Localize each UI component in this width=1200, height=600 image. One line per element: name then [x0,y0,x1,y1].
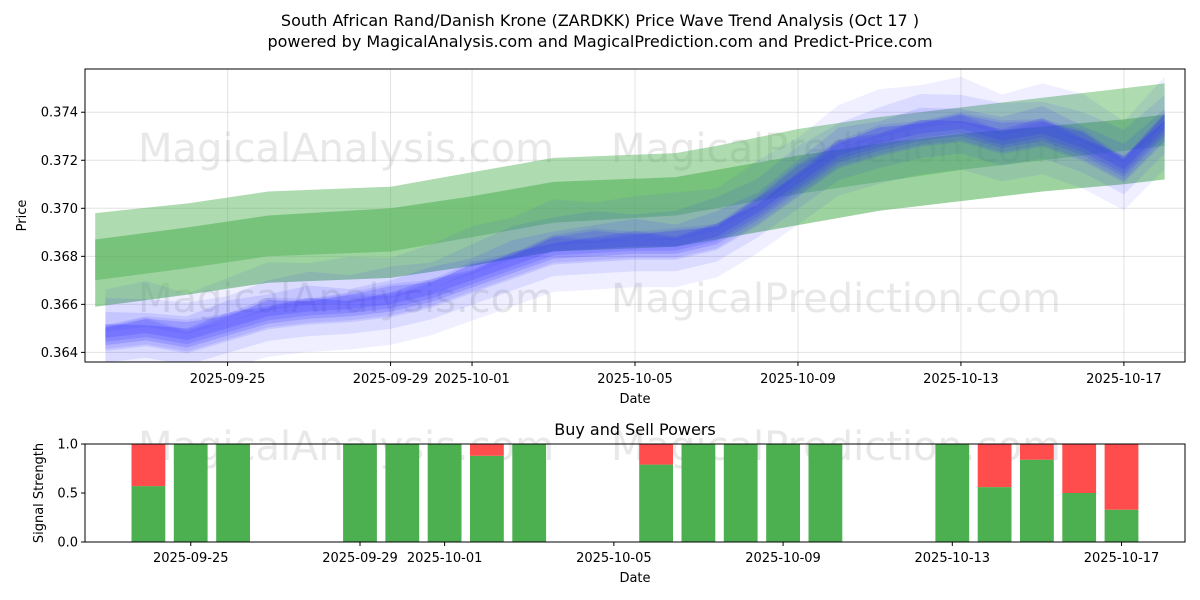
power-y-tick-label: 0.0 [57,536,78,551]
sell-bar [1020,444,1054,460]
wave-band [105,112,1165,352]
wave-band [105,118,1165,348]
y-tick-label: 0.370 [41,202,78,217]
buy-bar [1020,459,1054,542]
power-y-axis-label: Signal Strength [32,443,47,543]
sell-bar [470,444,504,456]
wave-band [105,120,1165,362]
y-tick-label: 0.364 [41,346,78,361]
buy-bar [766,444,800,542]
chart-title-line2: powered by MagicalAnalysis.com and Magic… [267,32,932,51]
x-tick-label: 2025-10-09 [760,372,836,387]
buy-bar [512,444,547,542]
power-x-tick-label: 2025-10-09 [745,551,821,566]
x-tick-label: 2025-09-25 [190,372,266,387]
wave-band [105,115,1165,354]
x-tick-label: 2025-09-29 [353,372,429,387]
x-tick-label: 2025-10-05 [597,372,673,387]
sell-bar [1062,444,1097,493]
buy-bar [470,455,504,542]
power-x-tick-label: 2025-09-29 [322,551,398,566]
buy-bar [723,444,758,542]
x-tick-label: 2025-10-13 [923,372,999,387]
watermark-text: MagicalAnalysis.com [138,126,554,172]
main-chart: 2025-09-25 2025-09-29 2025-10-01 2025-10-05… [15,68,1186,407]
buy-bar [427,444,462,542]
sell-bar [639,444,673,465]
wave-band [105,94,1165,340]
buy-bar [1104,509,1139,542]
sell-bar [977,444,1012,488]
power-x-axis-label: Date [619,571,650,586]
y-tick-label: 0.374 [41,106,78,121]
power-x-tick-label: 2025-10-05 [576,551,652,566]
power-chart: Buy and Sell Powers 2025-09-25 2025-09-29 2… [32,420,1186,586]
x-tick-label: 2025-10-17 [1086,372,1162,387]
power-x-tick-label: 2025-10-13 [915,551,991,566]
buy-bar [343,444,377,542]
x-axis-label: Date [619,392,650,407]
buy-bar [1062,493,1097,542]
buy-bar [681,444,716,542]
sell-bar [131,444,166,487]
wave-band [105,106,1165,341]
power-y-tick-label: 1.0 [57,438,78,453]
power-y-tick-label: 0.5 [57,487,78,502]
main-plot-area [95,76,1165,362]
power-chart-title: Buy and Sell Powers [554,420,716,439]
wave-band [105,113,1165,362]
buy-bar [385,444,420,542]
watermark-text: MagicalPrediction.com [611,276,1061,322]
y-axis-label: Price [15,200,30,232]
power-x-tick-label: 2025-10-01 [407,551,483,566]
power-x-tick-label: 2025-10-17 [1084,551,1160,566]
buy-bar [977,487,1012,542]
y-tick-label: 0.366 [41,298,78,313]
y-tick-label: 0.368 [41,250,78,265]
x-tick-label: 2025-10-01 [434,372,510,387]
buy-bar [216,444,250,542]
buy-bar [935,444,970,542]
sell-bar [1104,444,1139,510]
power-x-tick-label: 2025-09-25 [153,551,229,566]
trend-band [95,114,1165,307]
buy-bar [173,444,208,542]
wave-band [105,114,1165,345]
buy-bar [131,486,166,542]
buy-bar [808,444,843,542]
wave-band [105,76,1165,335]
chart-title-line1: South African Rand/Danish Krone (ZARDKK)… [281,11,919,30]
buy-bar [639,464,673,542]
y-tick-label: 0.372 [41,154,78,169]
